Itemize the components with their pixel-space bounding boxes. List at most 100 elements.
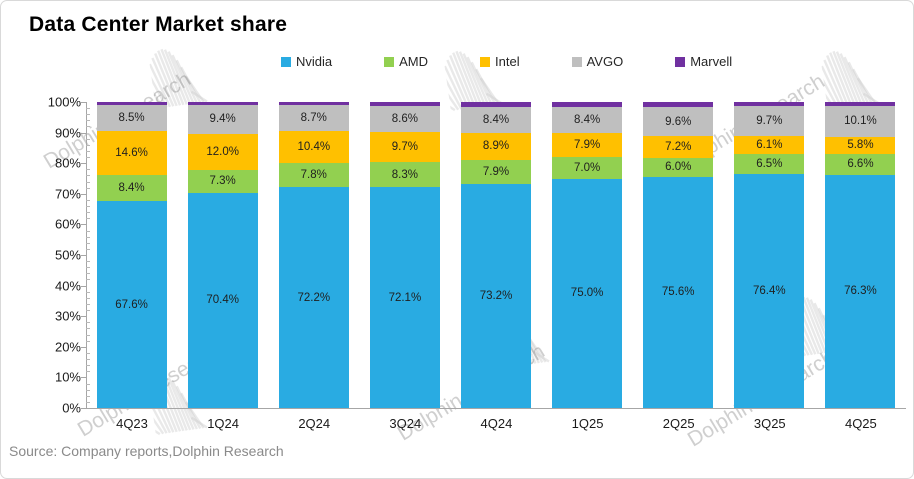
y-minor-tick [86, 199, 90, 201]
bar-segment-avgo: 9.7% [734, 106, 805, 136]
y-minor-tick [86, 340, 90, 342]
bar-segment-avgo: 8.4% [461, 106, 531, 133]
segment-data-label: 76.4% [753, 285, 786, 298]
y-tick-mark [81, 193, 87, 195]
x-tick-label-2q25: 2Q25 [662, 416, 695, 431]
y-minor-tick [86, 169, 90, 171]
segment-data-label: 9.4% [209, 113, 236, 126]
segment-data-label: 6.0% [665, 161, 692, 174]
legend-label: Marvell [690, 54, 733, 69]
legend-marker-marvell [675, 56, 686, 67]
x-tick-label-3q24: 3Q24 [389, 416, 422, 431]
y-minor-tick [86, 157, 90, 159]
y-minor-tick [86, 334, 90, 336]
legend-item-marvell[interactable]: Marvell [675, 54, 732, 69]
bar-segment-intel: 7.2% [643, 136, 714, 159]
bar-segment-amd: 7.3% [187, 170, 258, 193]
y-minor-tick [86, 120, 90, 122]
bar-segment-intel: 5.8% [825, 136, 896, 155]
y-minor-tick [86, 297, 90, 299]
segment-data-label: 9.6% [665, 115, 692, 128]
watermark-logo-icon [146, 48, 208, 110]
segment-data-label: 10.1% [844, 115, 877, 128]
stacked-bar-4q24: 73.2% 7.9% 8.9% 8.4% [461, 102, 531, 408]
stacked-bar-3q24: 72.1% 8.3% 9.7% 8.6% [369, 102, 440, 408]
bar-segment-amd: 8.4% [96, 175, 167, 202]
legend: Nvidia AMD Intel AVGO Marvell [281, 54, 732, 69]
y-tick-label: 0% [62, 400, 81, 416]
bar-segment-marvell [552, 102, 623, 108]
x-tick-label-4q24: 4Q24 [480, 416, 513, 431]
segment-data-label: 5.8% [847, 139, 874, 152]
legend-marker-avgo [571, 56, 582, 67]
bar-segment-intel: 14.6% [96, 130, 167, 176]
legend-item-amd[interactable]: AMD [384, 54, 428, 69]
segment-data-label: 6.5% [756, 158, 783, 171]
legend-label: AVGO [586, 54, 624, 69]
bar-segment-marvell [278, 102, 349, 105]
y-minor-tick [86, 303, 90, 305]
bar-segment-marvell [643, 102, 714, 107]
segment-data-label: 7.8% [300, 169, 327, 182]
x-tick-label-4q23: 4Q23 [116, 416, 148, 431]
bar-segment-nvidia: 75.0% [552, 178, 623, 408]
bar-segment-nvidia: 72.2% [278, 187, 349, 408]
y-tick-mark [81, 408, 87, 409]
y-minor-tick [86, 267, 90, 269]
bar-segment-avgo: 9.6% [643, 106, 714, 137]
legend-marker-amd [384, 56, 395, 67]
bar-segment-amd: 6.0% [643, 158, 714, 177]
bar-segment-amd: 6.5% [734, 154, 805, 175]
bar-segment-nvidia: 73.2% [461, 184, 531, 408]
y-minor-tick [86, 371, 90, 373]
stacked-bar-1q25: 75.0% 7.0% 7.9% 8.4% [552, 102, 623, 408]
y-tick-mark [81, 285, 87, 287]
segment-data-label: 7.9% [482, 165, 510, 178]
y-minor-tick [86, 218, 90, 220]
segment-data-label: 8.6% [391, 113, 418, 126]
y-tick-label: 70% [54, 186, 81, 202]
bar-segment-amd: 6.6% [825, 154, 896, 175]
segment-data-label: 8.4% [482, 113, 510, 126]
x-tick-label-1q25: 1Q25 [571, 416, 604, 431]
x-tick-label-1q24: 1Q24 [207, 416, 240, 431]
y-minor-tick [86, 108, 90, 110]
y-tick-mark [81, 102, 87, 103]
bar-segment-intel: 8.9% [461, 132, 531, 160]
y-tick-mark [81, 316, 87, 318]
segment-data-label: 72.1% [388, 291, 422, 304]
y-minor-tick [86, 352, 90, 354]
segment-data-label: 8.4% [574, 114, 601, 127]
segment-data-label: 8.5% [118, 111, 145, 124]
y-tick-mark [81, 224, 87, 226]
segment-data-label: 8.3% [391, 168, 418, 181]
y-minor-tick [86, 273, 90, 275]
segment-data-label: 8.9% [482, 140, 510, 153]
bar-segment-nvidia: 75.6% [643, 176, 714, 408]
bar-segment-nvidia: 67.6% [96, 201, 167, 408]
y-tick-label: 50% [54, 247, 81, 263]
source-note: Source: Company reports,Dolphin Research [9, 443, 284, 459]
y-minor-tick [86, 144, 90, 146]
segment-data-label: 6.1% [756, 139, 783, 152]
y-tick-label: 80% [54, 155, 81, 171]
legend-item-intel[interactable]: Intel [480, 54, 520, 69]
bar-segment-amd: 7.9% [461, 159, 531, 185]
bar-segment-intel: 12.0% [187, 133, 258, 171]
stacked-bar-2q24: 72.2% 7.8% 10.4% 8.7% [278, 102, 349, 408]
y-minor-tick [86, 310, 90, 312]
segment-data-label: 14.6% [115, 147, 148, 160]
y-minor-tick [86, 328, 90, 330]
bar-segment-intel: 10.4% [278, 131, 349, 164]
bar-segment-marvell [187, 102, 258, 105]
legend-item-nvidia[interactable]: Nvidia [281, 54, 332, 69]
y-tick-mark [81, 346, 87, 348]
bar-segment-marvell [461, 102, 531, 107]
y-minor-tick [86, 175, 90, 177]
segment-data-label: 6.6% [847, 158, 874, 171]
y-tick-label: 90% [54, 125, 81, 141]
stacked-bar-4q23: 67.6% 8.4% 14.6% 8.5% [96, 102, 167, 408]
legend-item-avgo[interactable]: AVGO [571, 54, 624, 69]
y-tick-label: 100% [47, 94, 81, 110]
